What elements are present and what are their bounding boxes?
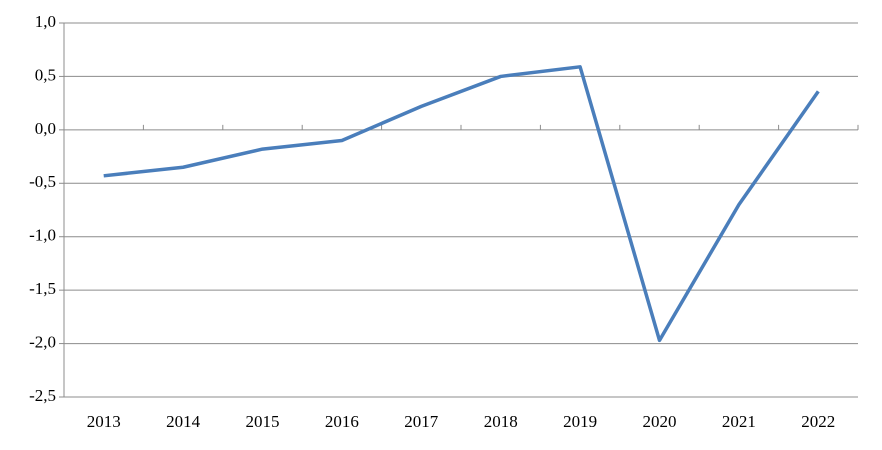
x-tick-label: 2018 [484,412,518,431]
x-tick-label: 2021 [722,412,756,431]
x-tick-label: 2013 [87,412,121,431]
y-tick-label: 1,0 [35,12,56,31]
x-tick-label: 2019 [563,412,597,431]
x-tick-label: 2014 [166,412,201,431]
x-tick-label: 2022 [801,412,835,431]
series-line [103,65,820,343]
y-tick-label: -1,0 [29,226,56,245]
x-tick-label: 2017 [404,412,439,431]
x-tick-label: 2015 [246,412,280,431]
y-tick-label: 0,0 [35,119,56,138]
y-tick-label: -1,5 [29,279,56,298]
y-tick-label: -0,5 [29,172,56,191]
y-tick-label: -2,0 [29,332,56,351]
x-tick-label: 2016 [325,412,359,431]
y-tick-label: -2,5 [29,386,56,405]
x-tick-label: 2020 [643,412,677,431]
y-tick-label: 0,5 [35,65,56,84]
